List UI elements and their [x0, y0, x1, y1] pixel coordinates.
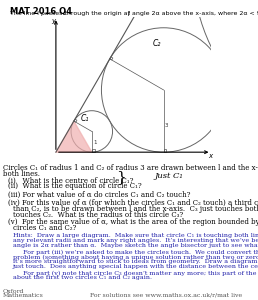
- Text: l: l: [127, 11, 130, 17]
- Text: problem (something about having a unique solution rather than two or zero soluti: problem (something about having a unique…: [13, 254, 258, 260]
- Text: (iv) For this value of α (for which the circles C₁ and C₂ touch) a third circle,: (iv) For this value of α (for which the …: [8, 199, 258, 207]
- Text: 3: 3: [165, 123, 168, 128]
- Text: about the first two circles C₁ and C₂ again.: about the first two circles C₁ and C₂ ag…: [13, 275, 152, 281]
- Bar: [92, 149, 94, 152]
- Text: y: y: [51, 18, 55, 24]
- Text: The line l passes through the origin at angle 2α above the x-axis, where 2α < 90: The line l passes through the origin at …: [10, 11, 258, 16]
- Text: (ii)  What is the equation of circle C₁?: (ii) What is the equation of circle C₁?: [8, 182, 141, 190]
- Text: touches C₂.  What is the radius of this circle C₃?: touches C₂. What is the radius of this c…: [13, 211, 183, 219]
- Text: (v)  For the same value of α, what is the area of the region bounded by the x-ax: (v) For the same value of α, what is the…: [8, 218, 258, 226]
- Text: x: x: [208, 153, 212, 159]
- Text: Hints:  Draw a large diagram.  Make sure that circle C₁ is touching both lines. : Hints: Draw a large diagram. Make sure t…: [13, 233, 258, 238]
- Text: 1: 1: [93, 140, 96, 145]
- Text: (iii) For what value of α do circles C₁ and C₂ touch?: (iii) For what value of α do circles C₁ …: [8, 190, 190, 199]
- Text: For part (v) note that circle C₃ doesn’t matter any more; this part of the quest: For part (v) note that circle C₃ doesn’t…: [13, 271, 258, 276]
- Text: both lines.: both lines.: [3, 169, 39, 178]
- Text: circles C₁ and C₂?: circles C₁ and C₂?: [13, 224, 76, 232]
- Text: C₁: C₁: [80, 114, 89, 123]
- Text: For solutions see www.maths.ox.ac.uk/r/mat live: For solutions see www.maths.ox.ac.uk/r/m…: [90, 293, 243, 298]
- Bar: [164, 149, 166, 152]
- Text: any relevant radii and mark any right angles.  It’s interesting that we’ve been : any relevant radii and mark any right an…: [13, 238, 258, 243]
- Text: (i)   What is the centre of circle C₁?: (i) What is the centre of circle C₁?: [8, 176, 133, 184]
- Text: just touch.  Does anything special happen with the distance between the centres?: just touch. Does anything special happen…: [13, 264, 258, 269]
- Text: MAT 2016 Q4: MAT 2016 Q4: [10, 7, 72, 16]
- Text: }: }: [116, 171, 126, 184]
- Text: than C₂, is to be drawn between l and the x-axis.  C₃ just touches both lines an: than C₂, is to be drawn between l and th…: [13, 205, 258, 213]
- Text: Mathematics: Mathematics: [3, 293, 43, 298]
- Text: it’s more straightforward to stick to ideas from geometry.  Draw a diagram where: it’s more straightforward to stick to id…: [13, 259, 258, 264]
- Text: Oxford: Oxford: [3, 289, 24, 294]
- Text: For part (iii) we’re asked to make the circles touch.  We could convert that to : For part (iii) we’re asked to make the c…: [13, 250, 258, 255]
- Text: C₂: C₂: [152, 39, 161, 48]
- Text: Circles C₁ of radius 1 and C₂ of radius 3 are drawn between l and the x-axis, ju: Circles C₁ of radius 1 and C₂ of radius …: [3, 164, 258, 172]
- Text: Just C₁: Just C₁: [155, 172, 183, 180]
- Polygon shape: [56, 121, 92, 152]
- Text: angle is 2α rather than α.  Maybe sketch the angle bisector just to see what hap: angle is 2α rather than α. Maybe sketch …: [13, 243, 258, 248]
